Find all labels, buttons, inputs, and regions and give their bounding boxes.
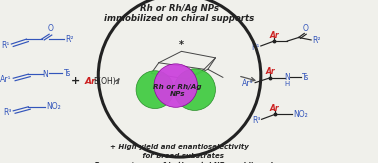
Text: Ar¹: Ar¹ <box>0 75 11 84</box>
Text: R¹: R¹ <box>1 41 9 50</box>
Text: H: H <box>284 81 290 87</box>
Text: R²: R² <box>313 36 321 45</box>
Text: Ts: Ts <box>64 69 71 78</box>
Text: R³: R³ <box>3 108 11 117</box>
Text: + High yield and enantioselectivity
   for broad substrates
+ Recovery/reuse of : + High yield and enantioselectivity for … <box>86 144 273 163</box>
Text: R²: R² <box>65 35 74 44</box>
Text: Ar: Ar <box>270 104 280 113</box>
Text: Ar: Ar <box>265 67 275 76</box>
Text: Ts: Ts <box>302 73 310 82</box>
Text: NO₂: NO₂ <box>46 102 61 111</box>
Text: O: O <box>302 24 308 33</box>
Text: B(OH)₂: B(OH)₂ <box>94 77 119 86</box>
Text: Ar: Ar <box>269 30 279 40</box>
Text: NO₂: NO₂ <box>293 110 308 119</box>
Ellipse shape <box>136 71 174 109</box>
Text: Ar¹: Ar¹ <box>242 79 254 89</box>
Ellipse shape <box>154 64 197 107</box>
Text: N: N <box>284 73 290 82</box>
Text: O: O <box>48 24 54 33</box>
Text: R³: R³ <box>252 116 260 125</box>
Ellipse shape <box>174 69 215 111</box>
Text: N: N <box>42 70 48 79</box>
Text: +: + <box>71 76 80 87</box>
Text: R¹: R¹ <box>251 43 260 52</box>
Text: *: * <box>179 40 184 50</box>
Text: Rh or Rh/Ag
NPs: Rh or Rh/Ag NPs <box>153 84 202 97</box>
Text: Rh or Rh/Ag NPs
immobilized on chiral supports: Rh or Rh/Ag NPs immobilized on chiral su… <box>104 4 255 23</box>
Text: Ar: Ar <box>85 77 96 86</box>
